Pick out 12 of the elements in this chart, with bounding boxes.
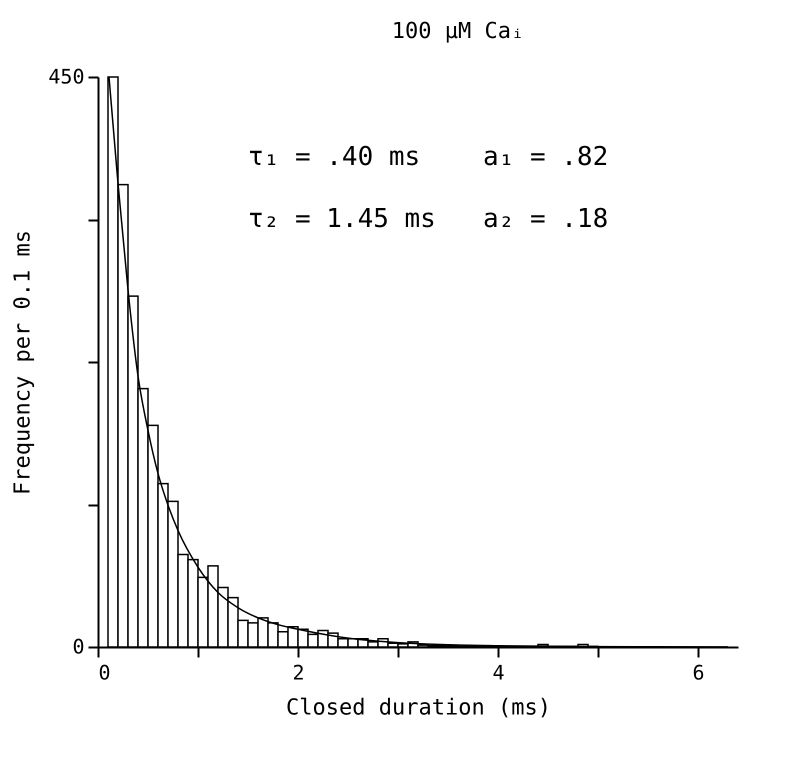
x-tick-label: 2 xyxy=(292,660,305,684)
x-axis-title: Closed duration (ms) xyxy=(286,696,551,720)
chart-title: 100 μM Caᵢ xyxy=(392,19,524,44)
x-tick-label: 6 xyxy=(692,660,705,684)
annotation: τ₁ = .40 ms xyxy=(248,142,420,172)
annotation: a₂ = .18 xyxy=(483,204,608,234)
y-axis-title: Frequency per 0.1 ms xyxy=(10,230,36,495)
x-tick-label: 0 xyxy=(98,660,111,684)
x-tick-label: 4 xyxy=(492,660,505,684)
annotation: τ₂ = 1.45 ms xyxy=(248,204,436,234)
y-tick-label: 450 xyxy=(48,64,84,88)
annotation: a₁ = .82 xyxy=(483,142,608,172)
